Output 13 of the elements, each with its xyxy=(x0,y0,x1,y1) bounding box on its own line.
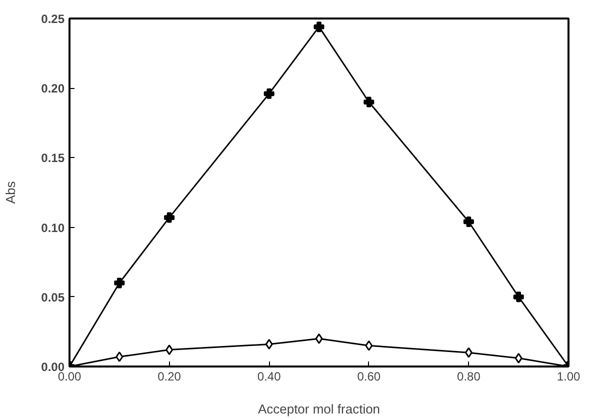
y-tick-label: 0.20 xyxy=(41,82,65,96)
x-tick-label: 0.00 xyxy=(58,370,82,384)
x-tick-label: 0.40 xyxy=(257,370,282,384)
x-tick-label: 0.80 xyxy=(457,370,481,384)
x-axis-title: Acceptor mol fraction xyxy=(258,402,380,416)
y-tick-label: 0.05 xyxy=(41,290,65,304)
y-tick-label: 0.15 xyxy=(41,151,65,166)
x-tick-label: 0.60 xyxy=(357,370,381,384)
y-tick-label: 0.10 xyxy=(41,220,65,235)
y-axis-title: Abs xyxy=(3,180,18,204)
x-tick-label: 1.00 xyxy=(556,370,581,384)
y-tick-label: 0.25 xyxy=(41,12,65,26)
x-tick-label: 0.20 xyxy=(158,370,182,384)
